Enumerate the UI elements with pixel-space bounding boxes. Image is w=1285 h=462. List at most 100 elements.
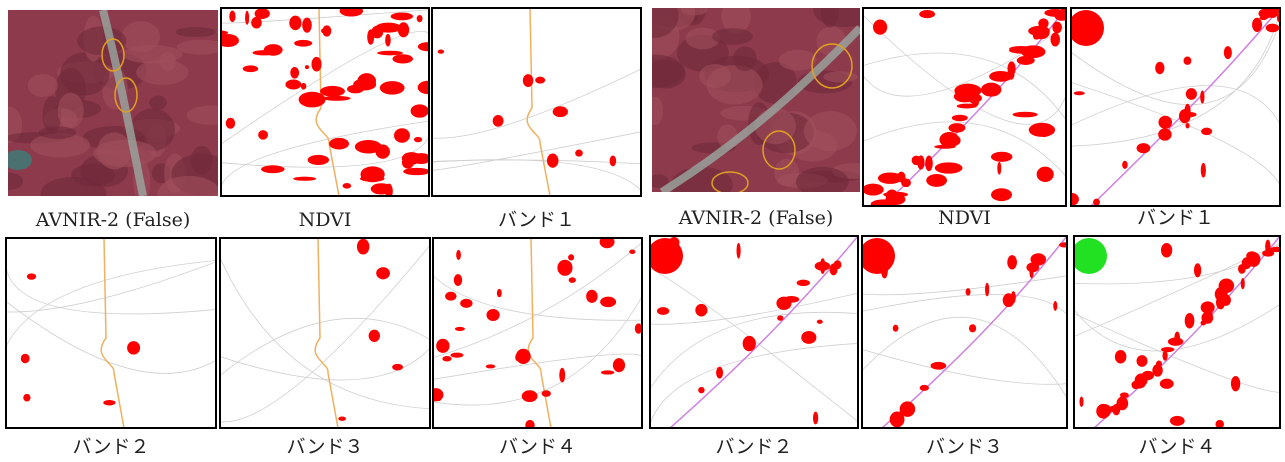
- detected-area: [1224, 46, 1232, 59]
- detected-area: [229, 11, 235, 23]
- detected-area: [261, 165, 285, 173]
- detected-area: [1112, 404, 1120, 415]
- detected-area: [991, 188, 1012, 201]
- detected-area: [1260, 16, 1268, 20]
- map-bg: [433, 238, 642, 428]
- detected-area: [991, 152, 1012, 162]
- detected-area: [1174, 332, 1180, 346]
- detected-area: [586, 290, 597, 303]
- detected-area: [547, 154, 559, 168]
- detected-area: [1231, 376, 1240, 391]
- detected-area: [535, 77, 545, 84]
- detected-area: [1009, 47, 1037, 53]
- detected-area: [1158, 116, 1172, 129]
- detected-area: [1161, 347, 1174, 352]
- detected-area: [989, 71, 1012, 82]
- detected-area: [301, 83, 306, 90]
- detected-area: [919, 10, 935, 18]
- detected-area: [1007, 255, 1017, 269]
- detected-area: [27, 273, 36, 279]
- detected-area: [629, 250, 635, 254]
- detected-area: [569, 277, 576, 283]
- detected-area: [890, 412, 905, 428]
- detected-area: [1115, 350, 1127, 363]
- image-panel: バンド１: [432, 8, 641, 231]
- terrain: [707, 65, 763, 105]
- detected-area: [1029, 123, 1055, 137]
- detected-area: [1011, 291, 1016, 303]
- detected-area: [338, 417, 346, 421]
- detected-area: [1068, 10, 1104, 46]
- terrain: [97, 132, 131, 169]
- detected-area: [1262, 250, 1274, 257]
- detected-area: [403, 168, 430, 175]
- detected-area: [862, 184, 884, 196]
- detected-area: [1065, 193, 1079, 206]
- detected-area: [912, 156, 921, 166]
- detected-area: [1185, 313, 1195, 328]
- image-panel: バンド４: [429, 236, 643, 458]
- detected-area: [347, 85, 364, 94]
- detected-area: [392, 54, 412, 63]
- detected-area: [557, 260, 572, 276]
- image-panel: バンド３: [220, 238, 430, 458]
- detected-area: [245, 11, 249, 25]
- detected-area: [417, 15, 423, 22]
- map-bg: [432, 8, 641, 196]
- detected-area: [450, 353, 463, 358]
- detected-area: [1037, 167, 1054, 182]
- detected-area: [360, 176, 385, 182]
- detected-area: [454, 274, 462, 286]
- detected-area: [311, 57, 321, 72]
- detected-area: [1033, 26, 1050, 40]
- detected-area: [1093, 429, 1099, 438]
- detected-area: [934, 145, 956, 149]
- detected-area: [997, 162, 1001, 175]
- detected-area: [414, 137, 422, 142]
- detected-area: [601, 370, 614, 374]
- detected-area: [647, 238, 683, 274]
- detected-area: [1054, 11, 1069, 21]
- detected-area: [1219, 278, 1235, 293]
- detected-area: [777, 315, 783, 320]
- detected-area: [255, 8, 270, 19]
- panel-content: [429, 236, 643, 431]
- image-panel: バンド２: [6, 238, 216, 458]
- detected-area: [442, 356, 451, 362]
- map-bg: [6, 238, 216, 428]
- detected-area: [1201, 301, 1215, 313]
- detected-area: [935, 162, 963, 173]
- panel-content: [6, 238, 216, 428]
- detected-area: [438, 49, 444, 53]
- panel-content: [1065, 3, 1283, 206]
- detected-area: [969, 324, 976, 332]
- panel-content: [220, 238, 430, 428]
- detected-area: [949, 123, 966, 133]
- panel-caption: バンド２: [716, 436, 793, 458]
- map-bg: [221, 8, 429, 196]
- detected-area: [1079, 397, 1083, 408]
- detected-area: [926, 174, 947, 187]
- panel-content: [432, 8, 641, 196]
- detected-area: [893, 325, 899, 332]
- detected-area: [515, 354, 520, 361]
- image-panel: バンド１: [1065, 3, 1283, 229]
- detected-area: [952, 115, 968, 122]
- terrain: [721, 0, 751, 33]
- detected-area: [290, 67, 299, 79]
- detected-area: [293, 177, 316, 181]
- terrain: [176, 27, 216, 37]
- image-panel: NDVI: [215, 5, 438, 231]
- detected-area: [436, 339, 449, 353]
- detected-area: [411, 104, 429, 117]
- terrain: [28, 74, 58, 97]
- detected-area: [815, 261, 831, 270]
- terrain: [779, 50, 817, 71]
- detected-area: [931, 362, 947, 370]
- detected-area: [1252, 18, 1262, 32]
- panel-caption: バンド１: [1137, 207, 1214, 229]
- panel-caption: バンド３: [926, 436, 1003, 458]
- image-panel: バンド４: [1071, 236, 1283, 458]
- detected-area: [542, 390, 551, 397]
- detected-area: [1201, 321, 1207, 326]
